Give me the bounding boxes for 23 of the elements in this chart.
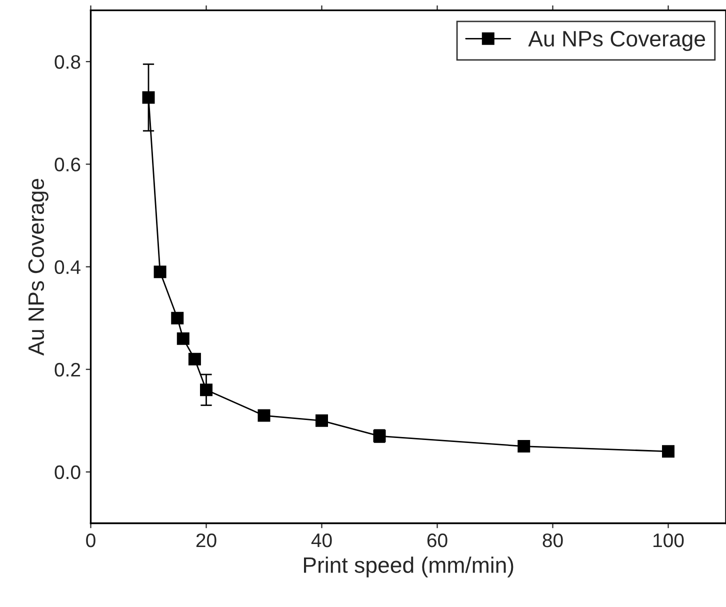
legend-label: Au NPs Coverage [528, 30, 706, 52]
point [518, 440, 530, 453]
point [171, 312, 184, 324]
y-axis-title: Au NPs Coverage [28, 178, 48, 356]
point [142, 91, 155, 104]
x-tick-label: 20 [196, 533, 216, 548]
point [258, 409, 270, 422]
y-tick-label: 0.2 [54, 362, 80, 377]
x-tick-label: 60 [427, 533, 448, 548]
y-tick-label: 0.6 [54, 158, 80, 172]
point [316, 414, 328, 427]
y-tick-label: 0.4 [54, 260, 80, 274]
point [154, 266, 166, 278]
x-axis-title: Print speed (mm/min) [304, 556, 514, 578]
x-tick-label: 80 [542, 533, 563, 548]
x-tick-label: 0 [86, 533, 96, 548]
point [176, 332, 190, 345]
x-tick-label: 100 [654, 533, 684, 548]
point [662, 445, 674, 458]
point [188, 352, 201, 366]
y-tick-label: 0.0 [54, 465, 80, 480]
y-tick-label: 0.8 [54, 55, 80, 69]
x-tick-label: 40 [311, 533, 332, 548]
